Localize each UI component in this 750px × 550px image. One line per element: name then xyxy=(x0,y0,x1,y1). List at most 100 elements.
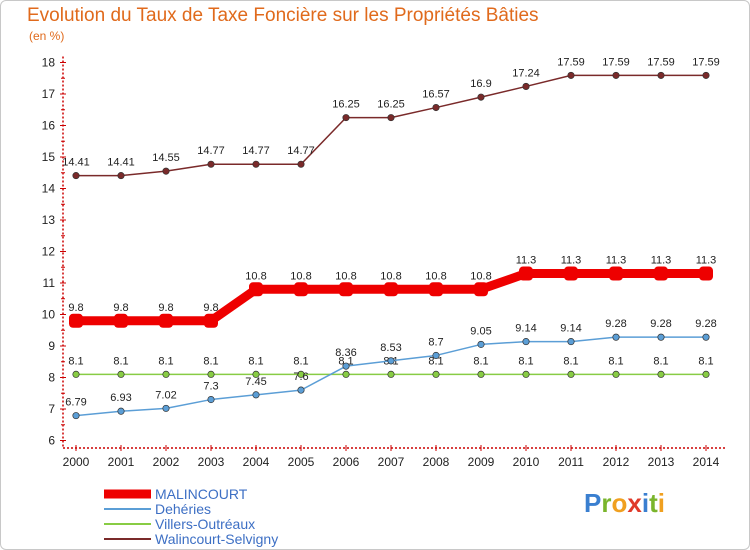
data-label-villers-outr-aux: 8.1 xyxy=(293,355,308,367)
data-label-villers-outr-aux: 8.1 xyxy=(248,355,263,367)
data-point-villers-outr-aux xyxy=(432,370,440,378)
data-label-deh-ries: 8.7 xyxy=(428,336,443,348)
data-label-villers-outr-aux: 8.1 xyxy=(653,355,668,367)
data-point-walincourt-selvigny xyxy=(252,160,260,168)
legend-label-malincourt: MALINCOURT xyxy=(155,486,248,502)
x-tick-label: 2014 xyxy=(693,455,720,469)
data-label-malincourt: 10.8 xyxy=(245,270,266,282)
data-point-villers-outr-aux xyxy=(657,370,665,378)
data-point-malincourt xyxy=(519,266,533,281)
x-tick-label: 2007 xyxy=(378,455,405,469)
data-point-deh-ries xyxy=(657,333,665,341)
data-point-malincourt xyxy=(609,266,623,281)
data-point-deh-ries xyxy=(117,407,125,415)
data-label-malincourt: 10.8 xyxy=(380,270,401,282)
data-point-walincourt-selvigny xyxy=(477,93,485,101)
data-label-villers-outr-aux: 8.1 xyxy=(113,355,128,367)
data-label-malincourt: 10.8 xyxy=(425,270,446,282)
data-label-villers-outr-aux: 8.1 xyxy=(698,355,713,367)
data-point-deh-ries xyxy=(387,357,395,365)
legend-label-walincourt-selvigny: Walincourt-Selvigny xyxy=(155,531,278,547)
x-tick-label: 2005 xyxy=(288,455,315,469)
data-label-walincourt-selvigny: 14.41 xyxy=(107,157,135,169)
data-point-walincourt-selvigny xyxy=(522,82,530,90)
logo-letter: i xyxy=(657,488,665,518)
data-label-walincourt-selvigny: 14.55 xyxy=(152,152,180,164)
data-point-villers-outr-aux xyxy=(387,370,395,378)
x-tick-label: 2010 xyxy=(513,455,540,469)
data-label-villers-outr-aux: 8.1 xyxy=(68,355,83,367)
data-point-walincourt-selvigny xyxy=(657,71,665,79)
x-tick-label: 2012 xyxy=(603,455,630,469)
data-label-deh-ries: 9.28 xyxy=(695,318,716,330)
data-point-malincourt xyxy=(204,313,218,328)
y-tick-label: 16 xyxy=(42,119,56,133)
data-label-villers-outr-aux: 8.1 xyxy=(518,355,533,367)
data-label-walincourt-selvigny: 14.77 xyxy=(242,145,270,157)
data-label-deh-ries: 8.53 xyxy=(380,342,401,354)
data-label-malincourt: 11.3 xyxy=(561,255,582,267)
data-point-deh-ries xyxy=(522,338,530,346)
x-tick-label: 2013 xyxy=(648,455,675,469)
data-point-walincourt-selvigny xyxy=(387,114,395,122)
data-label-villers-outr-aux: 8.1 xyxy=(158,355,173,367)
data-label-walincourt-selvigny: 17.59 xyxy=(557,56,585,68)
data-point-malincourt xyxy=(69,313,83,328)
x-tick-label: 2008 xyxy=(423,455,450,469)
data-point-malincourt xyxy=(294,282,308,297)
data-point-deh-ries xyxy=(162,404,170,412)
data-point-villers-outr-aux xyxy=(702,370,710,378)
data-point-deh-ries xyxy=(72,412,80,420)
data-point-deh-ries xyxy=(297,386,305,394)
data-label-walincourt-selvigny: 16.9 xyxy=(470,78,491,90)
y-tick-label: 17 xyxy=(42,87,56,101)
x-tick-label: 2011 xyxy=(558,455,584,469)
data-label-deh-ries: 7.6 xyxy=(293,371,308,383)
data-point-villers-outr-aux xyxy=(342,370,350,378)
data-label-walincourt-selvigny: 17.59 xyxy=(602,56,630,68)
data-point-malincourt xyxy=(159,313,173,328)
data-point-deh-ries xyxy=(702,333,710,341)
y-tick-label: 6 xyxy=(48,434,55,448)
data-point-walincourt-selvigny xyxy=(702,71,710,79)
x-tick-label: 2003 xyxy=(198,455,225,469)
data-point-villers-outr-aux xyxy=(477,370,485,378)
data-point-malincourt xyxy=(474,282,488,297)
data-label-villers-outr-aux: 8.1 xyxy=(338,355,353,367)
data-label-deh-ries: 9.05 xyxy=(470,325,491,337)
data-label-malincourt: 11.3 xyxy=(516,255,537,267)
data-label-malincourt: 10.8 xyxy=(335,270,356,282)
legend-label-deh-ries: Dehéries xyxy=(155,501,211,517)
data-point-villers-outr-aux xyxy=(207,370,215,378)
y-tick-label: 12 xyxy=(42,245,56,259)
data-point-malincourt xyxy=(654,266,668,281)
data-label-villers-outr-aux: 8.1 xyxy=(563,355,578,367)
data-point-walincourt-selvigny xyxy=(162,167,170,175)
data-label-malincourt: 9.8 xyxy=(158,302,173,314)
data-label-villers-outr-aux: 8.1 xyxy=(608,355,623,367)
data-label-walincourt-selvigny: 17.59 xyxy=(647,56,675,68)
data-label-deh-ries: 7.45 xyxy=(245,376,266,388)
y-tick-label: 11 xyxy=(43,276,56,290)
data-point-malincourt xyxy=(699,266,713,281)
data-label-walincourt-selvigny: 17.24 xyxy=(512,67,540,79)
data-point-malincourt xyxy=(384,282,398,297)
data-point-villers-outr-aux xyxy=(297,370,305,378)
data-point-walincourt-selvigny xyxy=(612,71,620,79)
data-point-malincourt xyxy=(114,313,128,328)
data-label-deh-ries: 6.93 xyxy=(110,392,131,404)
data-point-villers-outr-aux xyxy=(72,370,80,378)
x-tick-label: 2001 xyxy=(108,455,135,469)
y-tick-label: 7 xyxy=(48,402,55,416)
data-point-walincourt-selvigny xyxy=(432,103,440,112)
legend-label-villers-outr-aux: Villers-Outréaux xyxy=(155,516,255,532)
data-label-deh-ries: 8.36 xyxy=(335,347,356,359)
data-label-walincourt-selvigny: 16.25 xyxy=(332,99,360,111)
data-label-malincourt: 10.8 xyxy=(470,270,491,282)
data-label-walincourt-selvigny: 17.59 xyxy=(692,56,720,68)
data-point-villers-outr-aux xyxy=(162,370,170,378)
data-point-deh-ries xyxy=(432,351,440,360)
y-tick-label: 10 xyxy=(42,308,56,322)
